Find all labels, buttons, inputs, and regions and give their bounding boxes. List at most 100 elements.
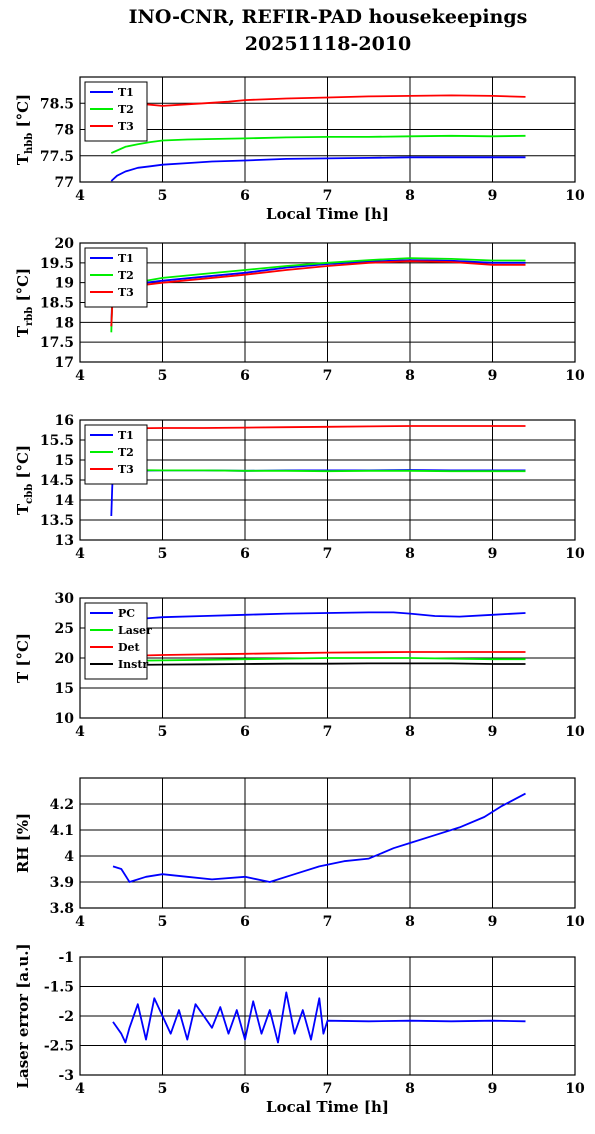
x-tick-label: 4 bbox=[75, 1081, 85, 1097]
series-line-det bbox=[112, 651, 526, 658]
x-tick-label: 9 bbox=[488, 724, 498, 740]
legend-box bbox=[84, 424, 148, 485]
y-axis-label: Tcbb [°C] bbox=[14, 445, 35, 515]
y-tick-label: 30 bbox=[55, 591, 75, 607]
plot-frame bbox=[79, 76, 576, 183]
x-tick-label: 4 bbox=[75, 724, 85, 740]
x-tick-label: 6 bbox=[240, 188, 250, 204]
y-tick-label: 19 bbox=[55, 276, 74, 292]
x-tick-label: 6 bbox=[240, 914, 250, 930]
legend-label-instr: Instr bbox=[118, 658, 148, 671]
y-tick-label: 10 bbox=[55, 711, 75, 727]
y-tick-label: 17.5 bbox=[40, 335, 74, 351]
x-tick-label: 6 bbox=[240, 368, 250, 384]
legend: PC Laser Det Instr bbox=[84, 602, 152, 680]
x-tick-label: 10 bbox=[565, 368, 585, 384]
x-tick-label: 8 bbox=[405, 368, 415, 384]
y-tick-label: 19.5 bbox=[40, 256, 74, 272]
series-line-t1 bbox=[110, 469, 526, 517]
plot-frame bbox=[79, 419, 576, 541]
y-tick-label: 20 bbox=[55, 651, 75, 667]
x-tick-label: 8 bbox=[405, 546, 415, 562]
legend-box bbox=[84, 81, 148, 142]
series-line-pc bbox=[112, 611, 526, 621]
series-line-t3 bbox=[112, 94, 526, 107]
x-tick-label: 4 bbox=[75, 546, 85, 562]
series-line-t3 bbox=[110, 260, 526, 327]
legend-label-t1: T1 bbox=[118, 429, 134, 442]
x-tick-label: 8 bbox=[405, 724, 415, 740]
x-tick-label: 9 bbox=[488, 188, 498, 204]
chart-panel-5: 4 5 6 7 8 9 10 3.8 3.9 4 4.1 4.2 RH [%] bbox=[14, 777, 585, 930]
x-axis-label: Local Time [h] bbox=[266, 205, 389, 223]
figure-title-line2: 20251118-2010 bbox=[245, 33, 412, 55]
x-tick-label: 7 bbox=[323, 1081, 333, 1097]
x-tick-label: 10 bbox=[565, 188, 585, 204]
y-tick-label: 16 bbox=[55, 413, 74, 429]
x-tick-label: 7 bbox=[323, 914, 333, 930]
series-line-instr bbox=[112, 662, 526, 667]
x-tick-label: 7 bbox=[323, 724, 333, 740]
x-tick-label: 7 bbox=[323, 546, 333, 562]
x-axis-label: Local Time [h] bbox=[266, 1098, 389, 1116]
legend-label-t3: T3 bbox=[118, 286, 134, 299]
x-tick-label: 10 bbox=[565, 1081, 585, 1097]
chart-panel-4: 4 5 6 7 8 9 10 10 15 20 25 30 T [°C] PC Laser Det Instr bbox=[14, 591, 585, 740]
x-tick-label: 8 bbox=[405, 1081, 415, 1097]
x-tick-label: 5 bbox=[158, 188, 168, 204]
x-tick-label: 6 bbox=[240, 724, 250, 740]
x-tick-label: 10 bbox=[565, 546, 585, 562]
legend-box bbox=[84, 247, 148, 308]
legend-label-t2: T2 bbox=[118, 103, 134, 116]
y-tick-label: -2 bbox=[58, 1009, 74, 1025]
legend-label-pc: PC bbox=[118, 607, 135, 620]
plot-frame bbox=[79, 242, 576, 363]
x-tick-label: 9 bbox=[488, 546, 498, 562]
legend: T1 T2 T3 bbox=[84, 247, 148, 308]
y-tick-label: 4.1 bbox=[50, 823, 74, 839]
x-tick-label: 6 bbox=[240, 546, 250, 562]
series-line-t1 bbox=[110, 156, 526, 182]
y-tick-label: 78.5 bbox=[40, 96, 74, 112]
series-line-t2 bbox=[110, 257, 526, 333]
y-tick-label: 15.5 bbox=[40, 433, 74, 449]
series-line-t3 bbox=[112, 425, 526, 430]
x-tick-label: 4 bbox=[75, 914, 85, 930]
x-tick-label: 4 bbox=[75, 368, 85, 384]
legend: T1 T2 T3 bbox=[84, 81, 148, 142]
y-tick-label: 17 bbox=[55, 355, 74, 371]
y-tick-label: 3.8 bbox=[50, 901, 74, 917]
y-axis-label: RH [%] bbox=[14, 813, 32, 873]
y-tick-label: 78 bbox=[55, 123, 74, 139]
y-tick-label: 4.2 bbox=[50, 797, 74, 813]
x-tick-label: 5 bbox=[158, 724, 168, 740]
y-tick-label: 15 bbox=[55, 453, 74, 469]
legend-label-t2: T2 bbox=[118, 269, 134, 282]
legend-label-t3: T3 bbox=[118, 120, 134, 133]
y-tick-label: -3 bbox=[58, 1068, 74, 1084]
y-tick-label: -2.5 bbox=[44, 1039, 74, 1055]
legend-box bbox=[84, 602, 148, 680]
plot-frame bbox=[79, 597, 576, 719]
legend-label-t1: T1 bbox=[118, 252, 134, 265]
x-tick-label: 9 bbox=[488, 1081, 498, 1097]
series-line-laser bbox=[112, 657, 526, 662]
y-tick-label: -1 bbox=[58, 950, 74, 966]
series-line-data bbox=[112, 792, 526, 883]
x-tick-label: 7 bbox=[323, 368, 333, 384]
figure-title-line1: INO-CNR, REFIR-PAD housekeepings bbox=[129, 6, 528, 28]
y-tick-label: 20 bbox=[55, 236, 75, 252]
y-tick-label: 18.5 bbox=[40, 296, 74, 312]
x-tick-label: 10 bbox=[565, 914, 585, 930]
x-tick-label: 5 bbox=[158, 546, 168, 562]
y-axis-label: Laser error [a.u.] bbox=[14, 943, 32, 1088]
x-tick-label: 8 bbox=[405, 914, 415, 930]
y-tick-label: 13 bbox=[55, 533, 74, 549]
y-axis-label: Thbb [°C] bbox=[14, 94, 35, 165]
y-axis-label: T [°C] bbox=[14, 633, 32, 683]
